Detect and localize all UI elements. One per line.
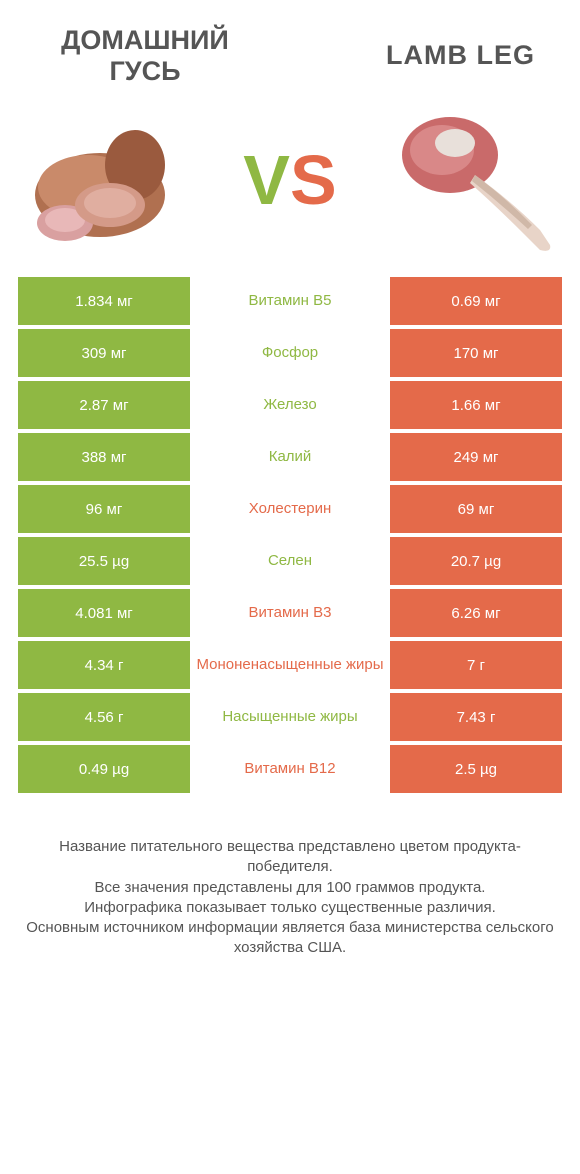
right-value: 249 мг <box>390 433 562 481</box>
left-value: 388 мг <box>18 433 190 481</box>
table-row: 4.34 г Мононенасыщенные жиры 7 г <box>18 641 562 689</box>
footer-line-4: Основным источником информации является … <box>25 918 555 959</box>
title-left-line1: ДОМАШНИЙ <box>61 25 229 55</box>
vs-v: V <box>243 141 290 219</box>
table-row: 96 мг Холестерин 69 мг <box>18 485 562 533</box>
right-value: 7.43 г <box>390 693 562 741</box>
footer-notes: Название питательного вещества представл… <box>0 797 580 959</box>
right-value: 0.69 мг <box>390 277 562 325</box>
table-row: 2.87 мг Железо 1.66 мг <box>18 381 562 429</box>
table-row: 0.49 µg Витамин B12 2.5 µg <box>18 745 562 793</box>
left-value: 2.87 мг <box>18 381 190 429</box>
right-value: 2.5 µg <box>390 745 562 793</box>
left-value: 309 мг <box>18 329 190 377</box>
footer-line-1: Название питательного вещества представл… <box>25 837 555 878</box>
right-value: 69 мг <box>390 485 562 533</box>
table-row: 25.5 µg Селен 20.7 µg <box>18 537 562 585</box>
table-row: 4.56 г Насыщенные жиры 7.43 г <box>18 693 562 741</box>
right-value: 1.66 мг <box>390 381 562 429</box>
right-value: 7 г <box>390 641 562 689</box>
nutrient-label: Витамин B3 <box>190 589 390 637</box>
title-left-line2: ГУСЬ <box>109 56 180 86</box>
nutrient-label: Насыщенные жиры <box>190 693 390 741</box>
table-row: 4.081 мг Витамин B3 6.26 мг <box>18 589 562 637</box>
right-value: 6.26 мг <box>390 589 562 637</box>
title-left: ДОМАШНИЙ ГУСЬ <box>45 25 245 87</box>
left-value: 96 мг <box>18 485 190 533</box>
vs-s: S <box>290 141 337 219</box>
nutrient-label: Мононенасыщенные жиры <box>190 641 390 689</box>
footer-line-3: Инфографика показывает только существенн… <box>25 898 555 918</box>
left-value: 1.834 мг <box>18 277 190 325</box>
left-value: 0.49 µg <box>18 745 190 793</box>
footer-line-2: Все значения представлены для 100 граммо… <box>25 878 555 898</box>
nutrient-label: Селен <box>190 537 390 585</box>
nutrient-label: Холестерин <box>190 485 390 533</box>
left-value: 25.5 µg <box>18 537 190 585</box>
images-row: VS <box>0 97 580 277</box>
nutrient-label: Фосфор <box>190 329 390 377</box>
title-right: LAMB LEG <box>335 25 535 71</box>
table-row: 309 мг Фосфор 170 мг <box>18 329 562 377</box>
left-value: 4.081 мг <box>18 589 190 637</box>
nutrient-label: Витамин B5 <box>190 277 390 325</box>
nutrient-label: Калий <box>190 433 390 481</box>
left-value: 4.34 г <box>18 641 190 689</box>
right-value: 20.7 µg <box>390 537 562 585</box>
header: ДОМАШНИЙ ГУСЬ LAMB LEG <box>0 0 580 97</box>
lamb-image <box>380 105 570 255</box>
nutrient-label: Железо <box>190 381 390 429</box>
goose-image <box>10 105 200 255</box>
nutrient-label: Витамин B12 <box>190 745 390 793</box>
nutrient-table: 1.834 мг Витамин B5 0.69 мг 309 мг Фосфо… <box>0 277 580 793</box>
table-row: 388 мг Калий 249 мг <box>18 433 562 481</box>
vs-label: VS <box>243 140 336 220</box>
right-value: 170 мг <box>390 329 562 377</box>
table-row: 1.834 мг Витамин B5 0.69 мг <box>18 277 562 325</box>
left-value: 4.56 г <box>18 693 190 741</box>
